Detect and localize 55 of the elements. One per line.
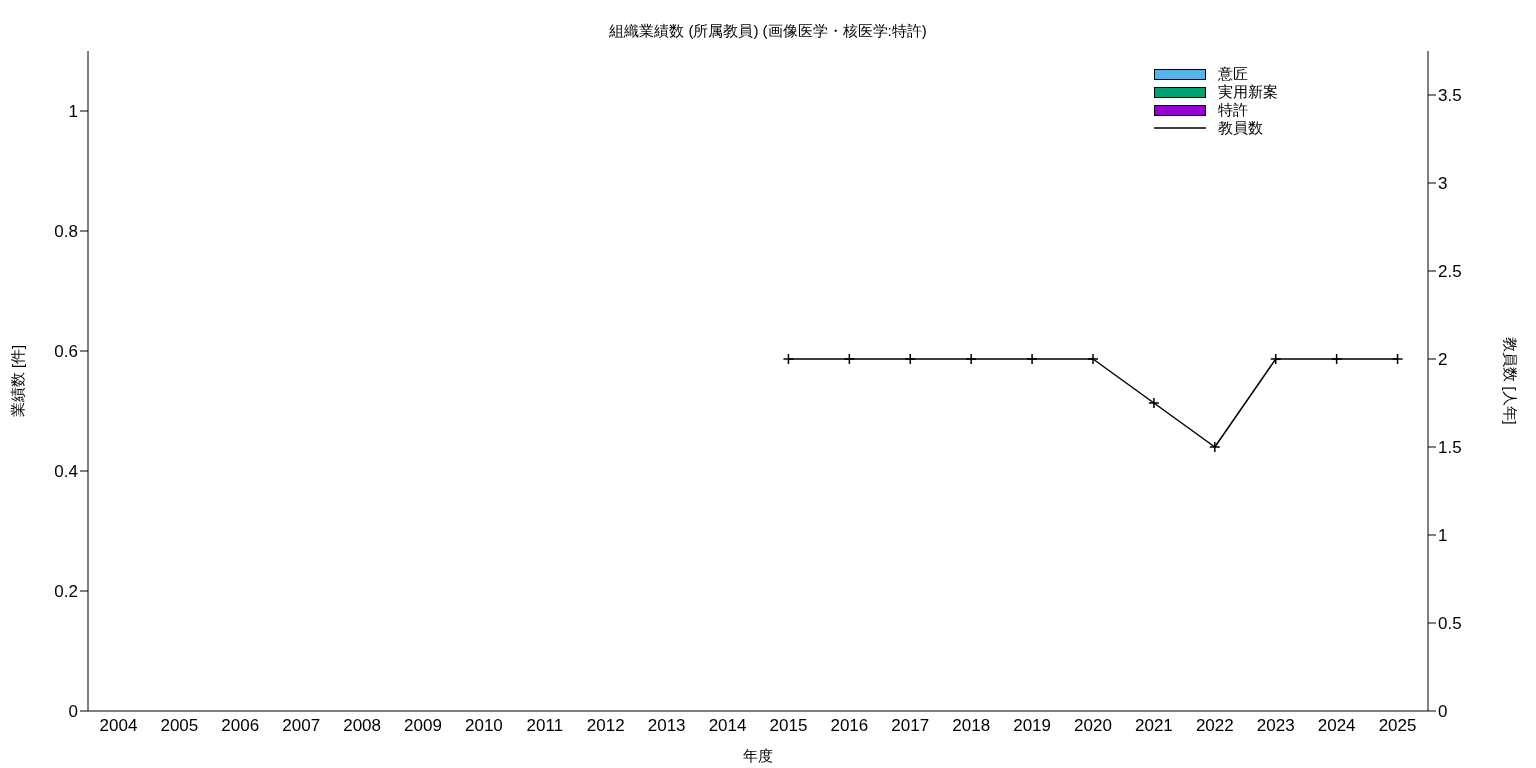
y2-axis-title: 教員数 [人年] bbox=[1501, 337, 1519, 425]
y2-tick-label: 3.5 bbox=[1438, 86, 1462, 106]
point bbox=[1026, 353, 1038, 365]
y2-tick-label: 0 bbox=[1438, 702, 1448, 722]
x-tick-label: 2022 bbox=[1195, 716, 1234, 736]
legend-label: 実用新案 bbox=[1218, 82, 1278, 102]
x-tick-label: 2015 bbox=[769, 716, 808, 736]
x-tick-label: 2005 bbox=[160, 716, 199, 736]
x-tick-label: 2023 bbox=[1256, 716, 1295, 736]
x-axis-title: 年度 bbox=[743, 747, 773, 764]
y-tick-label: 0.2 bbox=[54, 582, 78, 602]
y-tick-label: 0 bbox=[68, 702, 78, 722]
point bbox=[1391, 353, 1404, 365]
x-tick-label: 2021 bbox=[1134, 716, 1173, 736]
x-tick-label: 2019 bbox=[1013, 716, 1052, 736]
x-tick-label: 2009 bbox=[404, 716, 442, 736]
x-tick-label: 2020 bbox=[1074, 716, 1112, 736]
legend-label: 特許 bbox=[1218, 100, 1248, 120]
y2-tick-label: 1 bbox=[1438, 526, 1448, 546]
y-axis-title: 業績数 [件] bbox=[9, 344, 27, 418]
x-tick-label: 2011 bbox=[526, 716, 564, 736]
y-tick-label: 0.8 bbox=[54, 222, 78, 242]
x-tick-label: 2012 bbox=[586, 716, 625, 736]
point bbox=[1087, 353, 1099, 365]
x-tick-label: 2007 bbox=[282, 716, 321, 736]
point bbox=[1148, 397, 1160, 409]
y-tick-label: 1 bbox=[68, 102, 78, 122]
point bbox=[904, 353, 917, 365]
x-tick-label: 2025 bbox=[1378, 716, 1417, 736]
x-tick-label: 2008 bbox=[343, 716, 381, 736]
x-tick-label: 2010 bbox=[465, 716, 503, 736]
point bbox=[1209, 441, 1221, 453]
x-tick-label: 2024 bbox=[1317, 716, 1356, 736]
x-tick-label: 2013 bbox=[647, 716, 686, 736]
x-tick-label: 2004 bbox=[99, 716, 138, 736]
point bbox=[1269, 353, 1282, 365]
x-tick-label: 2014 bbox=[708, 716, 747, 736]
chart-title: 組織業績数 (所属教員) (画像医学・核医学:特許) bbox=[608, 22, 928, 41]
point bbox=[843, 353, 856, 365]
legend-label: 教員数 bbox=[1218, 118, 1263, 138]
point bbox=[1330, 353, 1343, 365]
point bbox=[782, 353, 795, 365]
x-tick-label: 2016 bbox=[830, 716, 869, 736]
y2-tick-label: 3 bbox=[1438, 174, 1448, 194]
y2-tick-label: 0.5 bbox=[1438, 614, 1462, 634]
x-tick-label: 2018 bbox=[952, 716, 991, 736]
y-tick-label: 0.4 bbox=[54, 462, 78, 482]
y-tick-label: 0.6 bbox=[54, 342, 78, 362]
x-tick-label: 2017 bbox=[891, 716, 930, 736]
point bbox=[965, 353, 977, 365]
y2-tick-label: 2.5 bbox=[1438, 262, 1462, 282]
legend-label: 意匠 bbox=[1218, 64, 1248, 84]
y2-tick-label: 2 bbox=[1438, 350, 1448, 370]
x-tick-label: 2006 bbox=[221, 716, 260, 736]
y2-tick-label: 1.5 bbox=[1438, 438, 1462, 458]
